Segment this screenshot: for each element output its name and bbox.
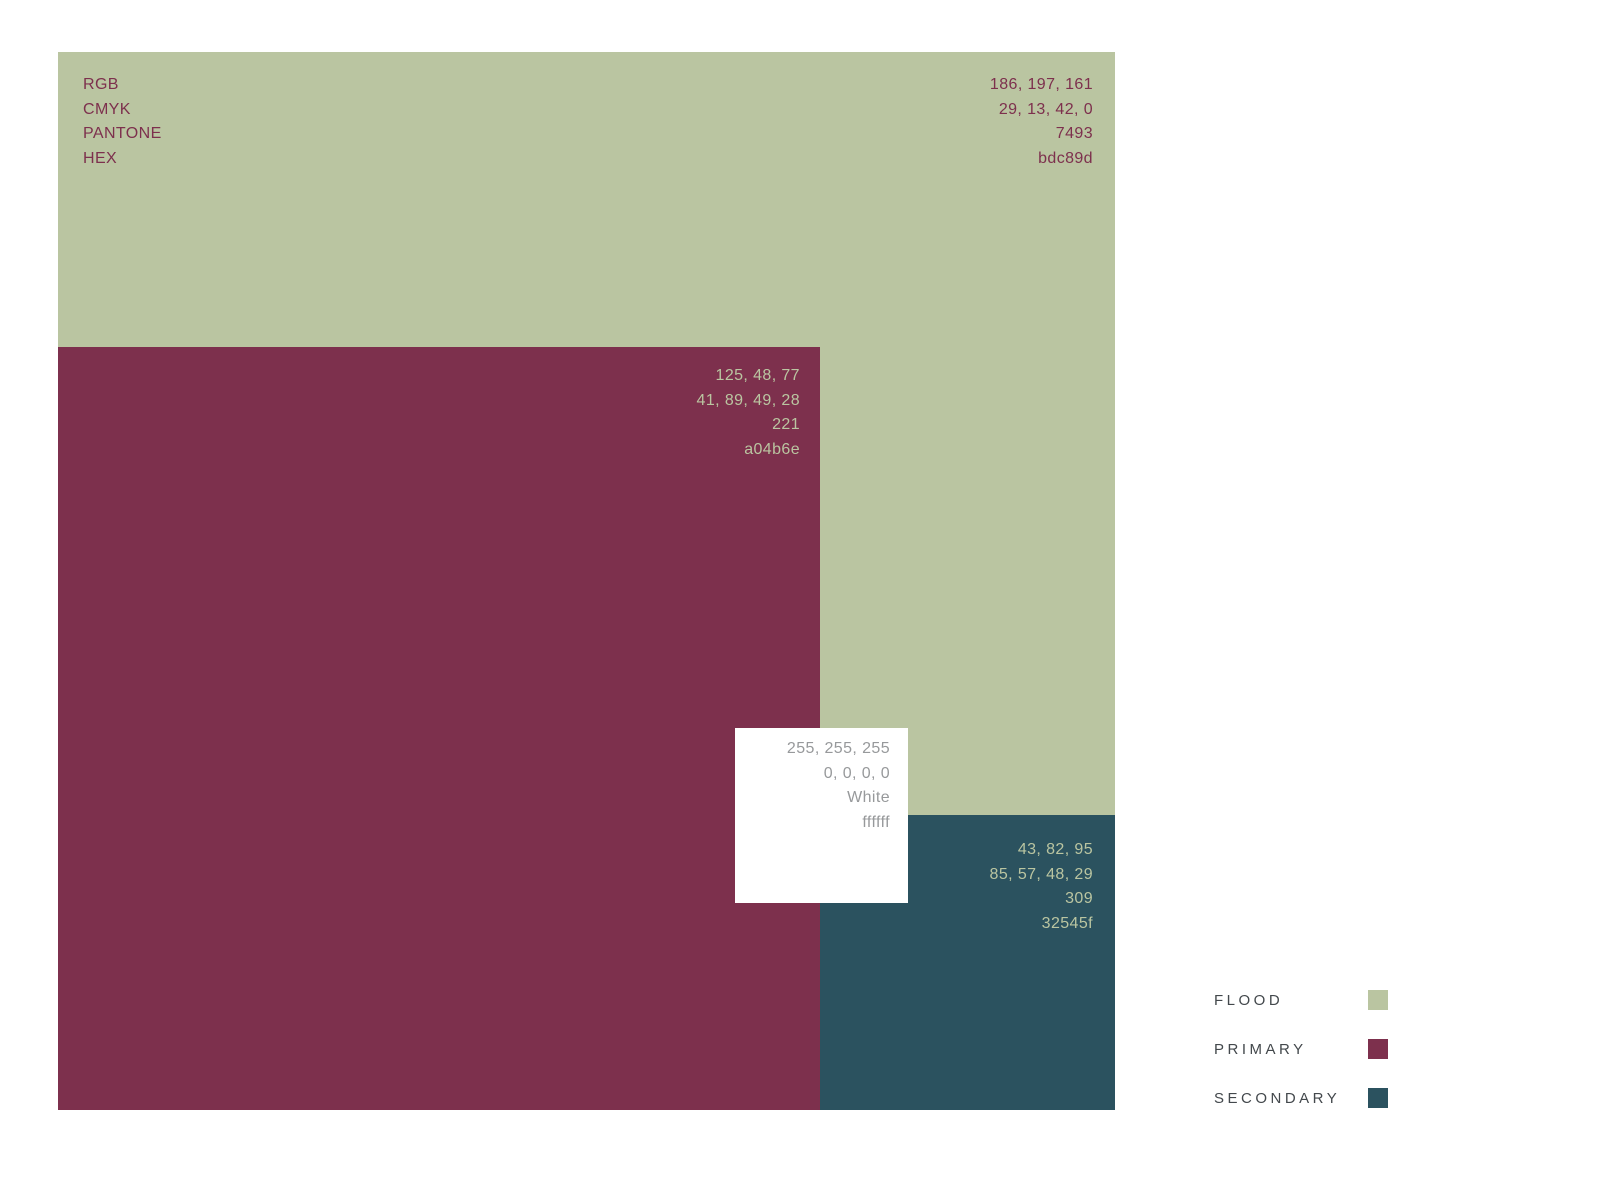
flood-pantone-value: 7493 [1055, 125, 1093, 143]
legend-swatch-secondary [1368, 1088, 1388, 1108]
legend-label-primary: PRIMARY [1214, 1040, 1307, 1058]
legend-item-flood: FLOOD [1214, 990, 1388, 1010]
flood-hex-value: bdc89d [1038, 149, 1093, 167]
white-cmyk-value: 0, 0, 0, 0 [823, 764, 890, 782]
legend-label-secondary: SECONDARY [1214, 1089, 1341, 1107]
secondary-values: 43, 82, 95 85, 57, 48, 29 309 32545f [990, 838, 1093, 936]
primary-color-block: 125, 48, 77 41, 89, 49, 28 221 a04b6e [58, 347, 820, 1110]
color-legend: FLOOD PRIMARY SECONDARY [1214, 990, 1388, 1108]
white-hex-value: ffffff [862, 813, 890, 831]
format-label-cmyk: CMYK [83, 100, 131, 118]
secondary-cmyk-value: 85, 57, 48, 29 [989, 865, 1093, 883]
flood-cmyk-value: 29, 13, 42, 0 [998, 100, 1093, 118]
white-rgb-value: 255, 255, 255 [786, 740, 890, 757]
format-label-hex: HEX [83, 149, 118, 167]
white-values: 255, 255, 255 0, 0, 0, 0 White ffffff [787, 737, 890, 835]
primary-cmyk-value: 41, 89, 49, 28 [696, 391, 800, 409]
white-pantone-value: White [847, 789, 890, 807]
legend-swatch-flood [1368, 990, 1388, 1010]
format-label-pantone: PANTONE [83, 125, 162, 143]
white-color-block: 255, 255, 255 0, 0, 0, 0 White ffffff [735, 728, 908, 903]
secondary-hex-value: 32545f [1041, 914, 1093, 932]
primary-rgb-value: 125, 48, 77 [715, 367, 800, 384]
legend-item-primary: PRIMARY [1214, 1039, 1388, 1059]
legend-swatch-primary [1368, 1039, 1388, 1059]
format-labels: RGB CMYK PANTONE HEX [83, 73, 162, 171]
format-label-rgb: RGB [83, 76, 119, 93]
secondary-pantone-value: 309 [1065, 890, 1093, 908]
primary-hex-value: a04b6e [744, 440, 800, 458]
flood-values: 186, 197, 161 29, 13, 42, 0 7493 bdc89d [990, 73, 1093, 171]
legend-label-flood: FLOOD [1214, 991, 1284, 1009]
secondary-rgb-value: 43, 82, 95 [1017, 841, 1093, 858]
legend-item-secondary: SECONDARY [1214, 1088, 1388, 1108]
primary-pantone-value: 221 [772, 416, 800, 434]
flood-rgb-value: 186, 197, 161 [989, 76, 1093, 93]
primary-values: 125, 48, 77 41, 89, 49, 28 221 a04b6e [697, 364, 800, 462]
